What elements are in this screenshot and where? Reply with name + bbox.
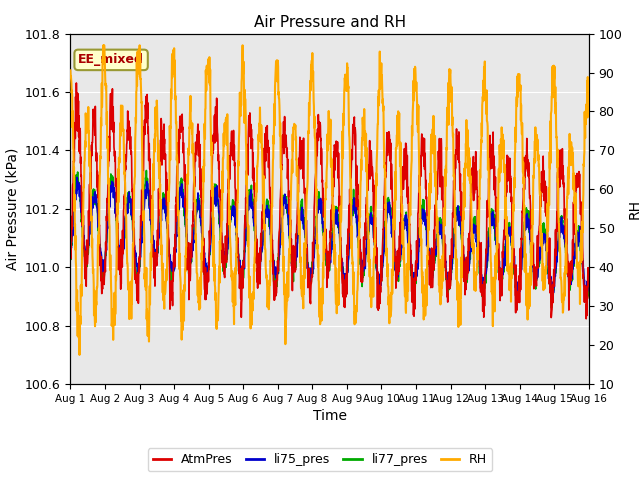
Legend: AtmPres, li75_pres, li77_pres, RH: AtmPres, li75_pres, li77_pres, RH <box>148 448 492 471</box>
Y-axis label: Air Pressure (kPa): Air Pressure (kPa) <box>5 148 19 270</box>
Y-axis label: RH: RH <box>628 199 640 219</box>
Text: EE_mixed: EE_mixed <box>78 53 144 66</box>
Title: Air Pressure and RH: Air Pressure and RH <box>253 15 406 30</box>
X-axis label: Time: Time <box>312 409 347 423</box>
